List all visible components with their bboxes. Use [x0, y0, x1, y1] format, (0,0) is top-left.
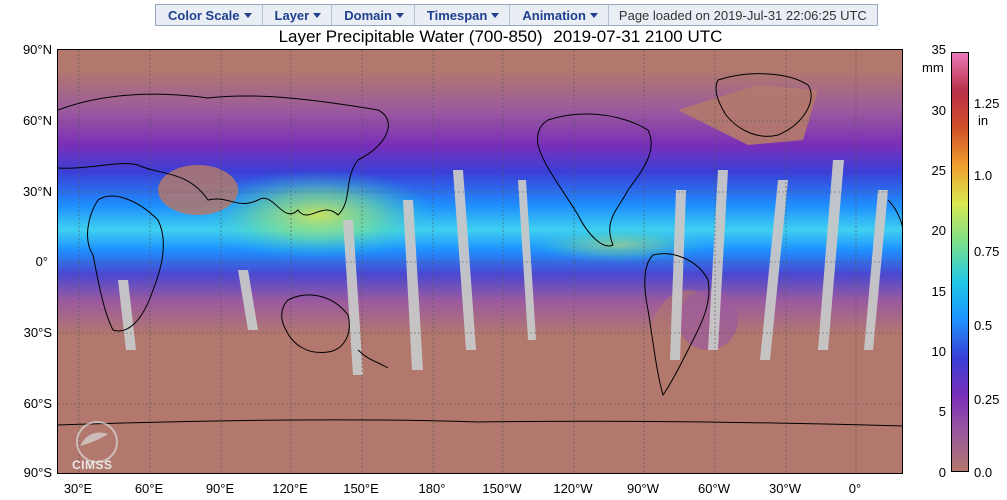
timespan-menu[interactable]: Timespan — [415, 5, 511, 25]
lat-label-60s: 60°S — [23, 396, 52, 411]
lon-label-90w: 90°W — [627, 481, 659, 496]
lon-label-180: 180° — [418, 481, 446, 496]
map-datetime: 2019-07-31 2100 UTC — [553, 27, 723, 46]
product-title: Layer Precipitable Water (700-850) — [278, 27, 543, 46]
layer-menu[interactable]: Layer — [263, 5, 333, 25]
lon-label-60e: 60°E — [134, 481, 164, 496]
colorbar-tick-in: 1.25 — [974, 96, 1000, 111]
domain-label: Domain — [344, 7, 392, 23]
dropdown-caret-icon — [313, 12, 322, 18]
lat-label-30s: 30°S — [23, 325, 52, 340]
colorbar-tick-in: 0.75 — [974, 244, 1000, 259]
menu-bar: Color Scale Layer Domain Timespan Animat… — [155, 4, 878, 26]
domain-menu[interactable]: Domain — [332, 5, 415, 25]
map-title: Layer Precipitable Water (700-850) 2019-… — [0, 27, 1007, 47]
lon-label-120e: 120°E — [272, 481, 308, 496]
colorbar-tick-mm: 0 — [938, 465, 946, 480]
colorbar-tick-mm: 5 — [938, 404, 946, 419]
dropdown-caret-icon — [491, 12, 500, 18]
dropdown-caret-icon — [589, 12, 598, 18]
dropdown-caret-icon — [395, 12, 404, 18]
colorbar-unit-in: in — [978, 113, 989, 128]
lat-label-90n: 90°N — [22, 42, 52, 57]
layer-label: Layer — [274, 7, 310, 23]
cimss-logo-text: CIMSS — [72, 458, 113, 472]
lon-label-60w: 60°W — [698, 481, 730, 496]
map-image — [58, 50, 902, 473]
page-loaded-status: Page loaded on 2019-Jul-31 22:06:25 UTC — [618, 7, 867, 23]
colorbar-tick-mm: 15 — [931, 284, 946, 299]
lat-label-90s: 90°S — [23, 465, 52, 480]
lon-label-150e: 150°E — [343, 481, 379, 496]
colorbar-tick-mm: 10 — [931, 344, 946, 359]
lat-label-0: 0° — [35, 254, 48, 269]
lat-label-60n: 60°N — [22, 113, 52, 128]
lon-label-90e: 90°E — [205, 481, 235, 496]
colorbar-tick-mm: 30 — [931, 103, 946, 118]
lon-label-30w: 30°W — [769, 481, 801, 496]
lat-label-30n: 30°N — [22, 184, 52, 199]
colorbar-tick-in: 0.0 — [974, 465, 993, 480]
color-scale-bar — [951, 52, 969, 472]
lon-label-150w: 150°W — [482, 481, 522, 496]
colorbar-tick-mm: 35 — [931, 42, 946, 57]
animation-label: Animation — [522, 7, 586, 23]
colorbar-tick-mm: 20 — [931, 223, 946, 238]
color-scale-label: Color Scale — [168, 7, 240, 23]
colorbar-tick-in: 0.25 — [974, 392, 1000, 407]
colorbar-unit-mm: mm — [922, 60, 944, 75]
lon-label-120w: 120°W — [553, 481, 593, 496]
lon-label-30e: 30°E — [63, 481, 93, 496]
cimss-logo-icon — [76, 421, 118, 463]
colorbar-tick-in: 0.5 — [974, 318, 993, 333]
colorbar-tick-mm: 25 — [931, 163, 946, 178]
color-scale-menu[interactable]: Color Scale — [156, 5, 263, 25]
timespan-label: Timespan — [426, 7, 488, 23]
lon-label-0: 0° — [848, 481, 862, 496]
animation-menu[interactable]: Animation — [510, 5, 609, 25]
colorbar-tick-in: 1.0 — [974, 168, 993, 183]
dropdown-caret-icon — [243, 12, 252, 18]
precipitable-water-map[interactable]: CIMSS — [57, 49, 903, 474]
